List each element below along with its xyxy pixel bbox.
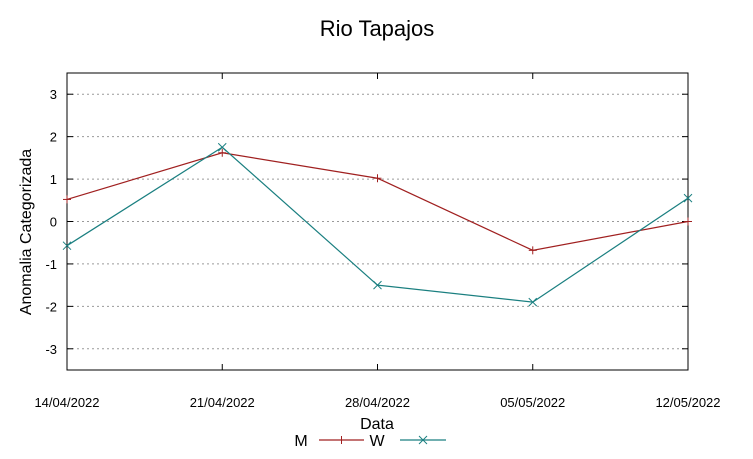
legend-marker-W (418, 435, 428, 445)
y-tick-label: -3 (45, 342, 57, 357)
x-axis-label: Data (360, 416, 394, 433)
x-tick-label: 05/05/2022 (500, 395, 565, 410)
data-point-M (528, 246, 537, 255)
y-tick-label: -1 (45, 257, 57, 272)
x-tick-label: 14/04/2022 (34, 395, 99, 410)
y-tick-label: 2 (50, 130, 57, 145)
y-tick-label: -2 (45, 299, 57, 314)
x-tick-label: 21/04/2022 (190, 395, 255, 410)
legend-marker-M (337, 436, 346, 444)
grid (67, 93, 688, 350)
data-point-M (684, 217, 692, 226)
x-axis: 14/04/2022 21/04/2022 28/04/2022 05/05/2022… (34, 73, 721, 410)
data-point-M (218, 148, 227, 157)
data-point-W (683, 193, 693, 203)
x-tick-label: 12/05/2022 (655, 395, 720, 410)
data-point-M (63, 195, 71, 204)
series-layer (62, 142, 693, 307)
data-point-W (217, 142, 227, 152)
data-point-W (373, 280, 382, 290)
data-point-W (528, 297, 538, 307)
y-tick-label: 1 (50, 172, 57, 187)
y-tick-label: 0 (50, 215, 57, 230)
series-line-M (66, 152, 689, 251)
legend-label-W: W (369, 433, 385, 450)
data-point-W (62, 241, 72, 251)
legend-label-M: M (294, 433, 307, 450)
y-axis-label: Anomalia Categorizada (18, 149, 35, 315)
y-tick-label: 3 (50, 87, 57, 102)
series-line-W (66, 146, 689, 303)
y-axis: -3 -2 -1 0 1 2 3 (45, 87, 688, 357)
chart-title: Rio Tapajos (320, 16, 435, 41)
x-tick-label: 28/04/2022 (345, 395, 410, 410)
data-point-M (373, 174, 382, 183)
